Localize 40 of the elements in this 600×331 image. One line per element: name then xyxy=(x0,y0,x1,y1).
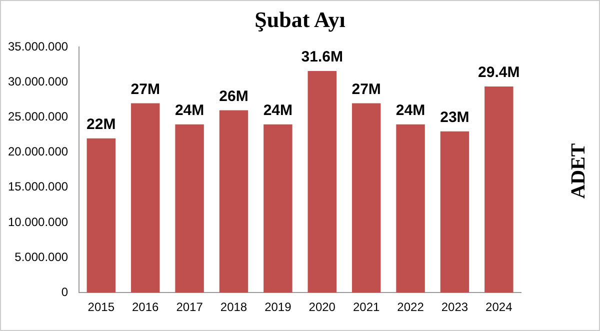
data-label: 24M xyxy=(396,102,426,119)
bar xyxy=(308,71,336,293)
bar xyxy=(219,110,248,293)
bar xyxy=(396,124,425,293)
data-label: 27M xyxy=(352,80,381,98)
y-tick-label: 0 xyxy=(61,284,68,299)
bar xyxy=(175,124,204,293)
x-tick-label: 2022 xyxy=(397,300,424,314)
bar xyxy=(484,86,514,293)
x-tick-label: 2023 xyxy=(441,300,468,314)
x-tick-label: 2018 xyxy=(220,300,248,314)
x-tick-label: 2019 xyxy=(264,300,292,314)
x-tick-label: 2024 xyxy=(486,300,513,314)
x-tick-label: 2016 xyxy=(132,300,160,314)
y-axis-title: ADET xyxy=(568,142,590,201)
y-tick-label: 20.000.000 xyxy=(8,144,68,159)
y-tick-label: 25.000.000 xyxy=(8,110,68,124)
data-label: 26M xyxy=(219,88,248,105)
y-tick-label: 10.000.000 xyxy=(8,214,68,229)
bar xyxy=(86,138,116,293)
x-tick-label: 2020 xyxy=(308,300,336,314)
data-label: 27M xyxy=(130,80,160,98)
data-label: 23M xyxy=(440,108,470,126)
y-tick-label: 35.000.000 xyxy=(8,40,68,54)
bar xyxy=(440,131,470,293)
bar xyxy=(352,103,381,293)
x-tick-label: 2015 xyxy=(88,300,115,314)
x-tick-label: 2017 xyxy=(176,300,204,314)
bar xyxy=(130,103,160,293)
data-label: 22M xyxy=(86,116,116,133)
y-tick-label: 30.000.000 xyxy=(8,74,68,89)
y-tick-label: 5.000.000 xyxy=(14,250,68,264)
chart-title: Şubat Ayı xyxy=(254,7,346,33)
data-label: 29.4M xyxy=(478,64,520,82)
data-label: 24M xyxy=(174,102,204,119)
data-label: 31.6M xyxy=(301,48,343,66)
x-tick-label: 2021 xyxy=(352,300,380,314)
y-tick-label: 15.000.000 xyxy=(8,180,68,194)
data-label: 24M xyxy=(263,102,293,119)
bar xyxy=(264,124,292,293)
